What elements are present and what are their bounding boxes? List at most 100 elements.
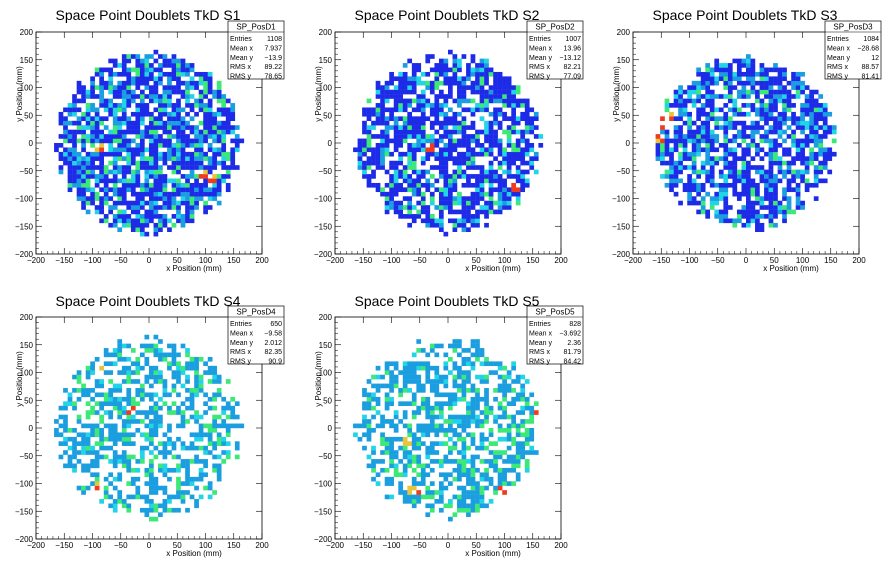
heatmap-cell: [171, 85, 177, 90]
heatmap-cell: [813, 103, 819, 108]
heatmap-cell: [149, 205, 154, 210]
heatmap-cell: [709, 103, 715, 108]
heatmap-cell: [85, 169, 91, 175]
heatmap-cell: [470, 85, 476, 90]
heatmap-cell: [429, 103, 435, 108]
heatmap-cell: [162, 401, 168, 406]
heatmap-cell: [461, 94, 467, 99]
heatmap-cell: [673, 129, 679, 135]
heatmap-cell: [398, 156, 403, 161]
heatmap-cell: [94, 67, 100, 73]
heatmap-cell: [90, 405, 95, 411]
heatmap-cell: [709, 94, 715, 99]
heatmap-cell: [108, 352, 114, 358]
heatmap-cell: [103, 392, 109, 398]
heatmap-cell: [493, 143, 498, 148]
heatmap-cell: [493, 200, 498, 206]
heatmap-cell: [461, 383, 467, 389]
heatmap-cell: [750, 63, 756, 68]
heatmap-cell: [416, 463, 422, 469]
heatmap-cell: [818, 134, 824, 139]
heatmap-cell: [429, 428, 435, 433]
heatmap-cell: [457, 503, 462, 509]
heatmap-cell: [497, 120, 503, 126]
heatmap-cell: [705, 134, 711, 139]
heatmap-cell: [176, 120, 181, 126]
heatmap-cell: [425, 138, 431, 144]
heatmap-cell: [135, 85, 141, 90]
heatmap-cell: [90, 463, 95, 469]
heatmap-cell: [117, 107, 123, 113]
heatmap-cell: [371, 156, 376, 161]
heatmap-cell: [63, 414, 68, 420]
heatmap-cell: [448, 450, 453, 455]
heatmap-cell: [94, 383, 100, 389]
heatmap-cell: [194, 374, 199, 380]
heatmap-cell: [185, 138, 190, 144]
heatmap-cell: [822, 160, 828, 166]
heatmap-cell: [216, 414, 222, 420]
heatmap-cell: [149, 71, 154, 77]
heatmap-cell: [764, 191, 769, 197]
heatmap-cell: [759, 116, 765, 121]
heatmap-cell: [493, 111, 498, 117]
heatmap-cell: [718, 71, 724, 77]
heatmap-cell: [162, 103, 168, 108]
heatmap-cell: [144, 147, 150, 153]
heatmap-cell: [786, 182, 792, 188]
heatmap-cell: [99, 120, 104, 126]
heatmap-cell: [488, 165, 494, 170]
heatmap-cell: [475, 209, 480, 215]
heatmap-cell: [139, 214, 145, 219]
heatmap-cell: [448, 205, 453, 210]
heatmap-cell: [167, 405, 172, 411]
heatmap-cell: [185, 178, 190, 184]
heatmap-cell: [488, 160, 494, 166]
heatmap-cell: [171, 125, 177, 130]
heatmap-cell: [746, 63, 751, 68]
heatmap-cell: [130, 370, 136, 375]
heatmap-cell: [203, 485, 208, 491]
heatmap-cell: [497, 160, 503, 166]
heatmap-cell: [402, 165, 408, 170]
heatmap-cell: [497, 143, 503, 148]
heatmap-cell: [741, 151, 747, 157]
heatmap-cell: [162, 54, 168, 59]
heatmap-cell: [185, 459, 190, 464]
heatmap-cell: [524, 396, 530, 402]
heatmap-cell: [529, 450, 535, 455]
heatmap-cell: [135, 169, 141, 175]
heatmap-cell: [691, 134, 697, 139]
heatmap-cell: [139, 116, 145, 121]
heatmap-cell: [194, 187, 199, 193]
heatmap-cell: [402, 205, 408, 210]
heatmap-cell: [121, 214, 127, 219]
heatmap-cell: [452, 428, 458, 433]
heatmap-cell: [452, 467, 458, 473]
x-tick-label: −100: [680, 256, 699, 265]
heatmap-cell: [90, 169, 95, 175]
y-tick-label: −50: [616, 167, 630, 176]
heatmap-cell: [448, 147, 453, 153]
heatmap-cell: [380, 191, 385, 197]
heatmap-cell: [384, 405, 390, 411]
heatmap-cell: [162, 156, 168, 161]
heatmap-cell: [126, 67, 132, 73]
heatmap-cell: [479, 63, 485, 68]
heatmap-cell: [103, 151, 109, 157]
heatmap-cell: [452, 138, 458, 144]
heatmap-cell: [443, 103, 449, 108]
heatmap-cell: [502, 379, 507, 384]
heatmap-cell: [99, 178, 104, 184]
heatmap-cell: [511, 120, 516, 126]
heatmap-cell: [682, 165, 688, 170]
heatmap-cell: [366, 98, 372, 104]
heatmap-cell: [768, 218, 774, 224]
heatmap-cell: [99, 89, 104, 95]
heatmap-cell: [149, 428, 154, 433]
heatmap-cell: [786, 160, 792, 166]
heatmap-cell: [126, 94, 132, 99]
heatmap-cell: [139, 454, 145, 460]
heatmap-cell: [434, 459, 440, 464]
heatmap-cell: [81, 111, 86, 117]
